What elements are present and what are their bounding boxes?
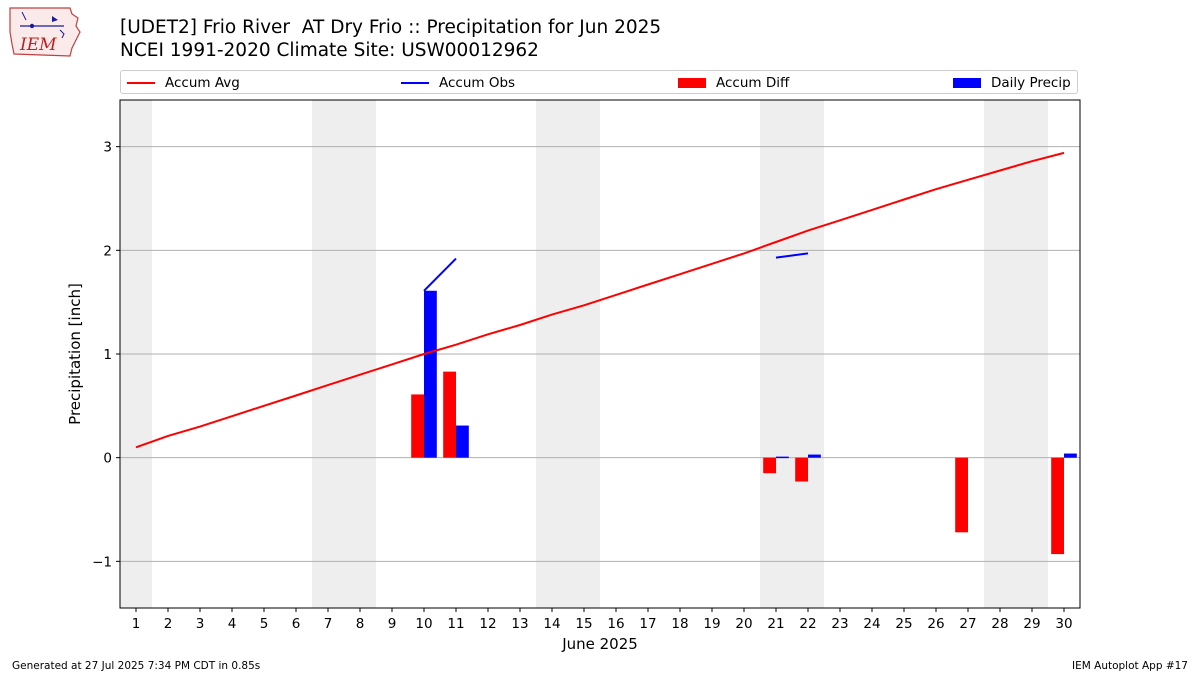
x-tick-label-6: 6 <box>292 616 301 632</box>
lines <box>135 151 1065 449</box>
accum-diff-bar-day-21 <box>763 457 776 474</box>
chart-subtitle: NCEI 1991-2020 Climate Site: USW00012962 <box>120 40 539 61</box>
x-tick-label-9: 9 <box>388 616 397 632</box>
gridlines <box>120 146 1080 562</box>
legend-item-accum-obs: Accum Obs <box>401 74 515 92</box>
weekend-shading <box>120 100 1048 608</box>
x-tick-label-27: 27 <box>959 616 976 632</box>
legend-item-daily-precip: Daily Precip <box>953 74 1071 92</box>
weekend-shade-day-15 <box>568 100 600 608</box>
legend-label-accum-obs: Accum Obs <box>439 75 516 91</box>
legend-swatch-daily-precip <box>953 78 981 88</box>
x-tick-label-2: 2 <box>164 616 173 632</box>
daily-precip-bar-day-11 <box>456 425 469 458</box>
legend-item-accum-diff: Accum Diff <box>678 74 789 92</box>
x-tick-label-16: 16 <box>607 616 624 632</box>
accum-avg-line <box>135 151 1065 449</box>
chart-title: [UDET2] Frio River AT Dry Frio :: Precip… <box>120 17 662 38</box>
x-tick-label-1: 1 <box>132 616 141 632</box>
x-tick-label-25: 25 <box>895 616 912 632</box>
x-tick-label-11: 11 <box>447 616 464 632</box>
legend-item-accum-avg: Accum Avg <box>127 74 240 92</box>
legend-swatch-accum-diff <box>678 78 706 88</box>
x-axis-label: June 2025 <box>561 635 638 653</box>
legend-swatch-accum-avg <box>127 82 155 84</box>
accum-diff-bar-day-27 <box>955 457 968 533</box>
x-tick-label-20: 20 <box>735 616 752 632</box>
x-tick-label-7: 7 <box>324 616 333 632</box>
legend-label-accum-diff: Accum Diff <box>716 75 790 91</box>
x-tick-label-13: 13 <box>511 616 528 632</box>
weekend-shade-day-8 <box>344 100 376 608</box>
accum-diff-bar-day-10 <box>411 394 424 458</box>
x-tick-label-5: 5 <box>260 616 269 632</box>
y-tick-label--1: −1 <box>92 554 112 570</box>
x-tick-label-21: 21 <box>767 616 784 632</box>
svg-text:IEM: IEM <box>19 35 57 55</box>
x-tick-label-17: 17 <box>639 616 656 632</box>
generated-timestamp: Generated at 27 Jul 2025 7:34 PM CDT in … <box>12 660 261 672</box>
y-tick-label-1: 1 <box>103 347 112 363</box>
x-tick-label-3: 3 <box>196 616 205 632</box>
x-tick-label-12: 12 <box>479 616 496 632</box>
chart-legend: Accum Avg Accum Obs Accum Diff Daily Pre… <box>120 70 1078 94</box>
y-tick-label-0: 0 <box>103 451 112 467</box>
weekend-shade-day-14 <box>536 100 568 608</box>
y-tick-label-3: 3 <box>103 140 112 156</box>
daily-precip-bar-day-22 <box>808 454 821 458</box>
accum-diff-bar-day-30 <box>1051 457 1064 555</box>
accum-obs-line-segment-1 <box>423 257 457 292</box>
x-tick-label-18: 18 <box>671 616 688 632</box>
daily-precip-bar-day-30 <box>1064 453 1077 458</box>
y-tick-label-2: 2 <box>103 243 112 259</box>
weekend-shade-day-1 <box>120 100 152 608</box>
y-axis-label: Precipitation [inch] <box>66 283 84 425</box>
iem-logo: IEM <box>9 7 81 57</box>
plot-frame <box>119 99 1081 609</box>
weekend-shade-day-21 <box>760 100 792 608</box>
x-tick-label-26: 26 <box>927 616 944 632</box>
x-tick-label-23: 23 <box>831 616 848 632</box>
x-tick-label-29: 29 <box>1023 616 1040 632</box>
weekend-shade-day-22 <box>792 100 824 608</box>
legend-label-daily-precip: Daily Precip <box>991 75 1071 91</box>
weekend-shade-day-28 <box>984 100 1016 608</box>
daily-precip-bar-day-10 <box>424 290 437 458</box>
bars <box>411 290 1077 555</box>
weekend-shade-day-29 <box>1016 100 1048 608</box>
accum-diff-bar-day-11 <box>443 371 456 458</box>
accum-diff-bar-day-22 <box>795 457 808 482</box>
x-tick-label-24: 24 <box>863 616 880 632</box>
x-tick-label-4: 4 <box>228 616 237 632</box>
accum-obs-line-segment-2 <box>775 252 809 259</box>
legend-label-accum-avg: Accum Avg <box>165 75 240 91</box>
daily-precip-bar-day-21 <box>776 456 789 459</box>
app-label: IEM Autoplot App #17 <box>1072 660 1188 672</box>
x-tick-label-10: 10 <box>415 616 432 632</box>
x-tick-label-22: 22 <box>799 616 816 632</box>
x-tick-label-19: 19 <box>703 616 720 632</box>
x-tick-label-30: 30 <box>1055 616 1072 632</box>
iowa-outline <box>9 7 81 57</box>
weekend-shade-day-7 <box>312 100 344 608</box>
x-tick-label-14: 14 <box>543 616 560 632</box>
x-tick-label-15: 15 <box>575 616 592 632</box>
legend-swatch-accum-obs <box>401 82 429 84</box>
x-tick-label-28: 28 <box>991 616 1008 632</box>
x-tick-label-8: 8 <box>356 616 365 632</box>
